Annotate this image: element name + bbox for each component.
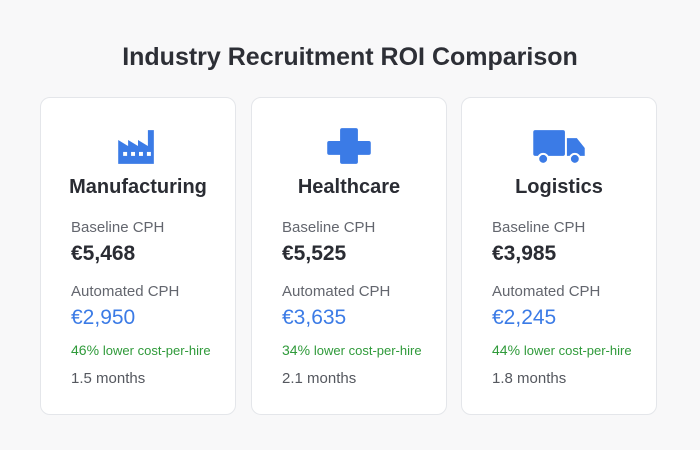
- baseline-label: Baseline CPH: [282, 219, 376, 236]
- baseline-value: €5,468: [71, 242, 136, 265]
- automated-value: €3,635: [282, 306, 347, 329]
- automated-label: Automated CPH: [282, 283, 391, 300]
- savings-percent: 44%: [492, 342, 521, 358]
- savings-text: lower cost-per-hire: [523, 343, 632, 358]
- automated-label: Automated CPH: [71, 283, 180, 300]
- savings: 44% lower cost-per-hire: [492, 342, 632, 358]
- payback: 1.5 months: [71, 370, 146, 387]
- baseline-label: Baseline CPH: [71, 219, 165, 236]
- industry-name: Logistics: [515, 176, 603, 198]
- savings: 34% lower cost-per-hire: [282, 342, 422, 358]
- industry-name: Healthcare: [297, 176, 401, 198]
- factory-icon: [118, 130, 154, 164]
- baseline-label: Baseline CPH: [492, 219, 586, 236]
- savings: 46% lower cost-per-hire: [71, 342, 211, 358]
- industry-card: Manufacturing Baseline CPH €5,468 Automa…: [40, 97, 236, 415]
- industry-name: Manufacturing: [69, 176, 207, 198]
- savings-percent: 46%: [71, 342, 100, 358]
- payback: 2.1 months: [282, 370, 357, 387]
- savings-text: lower cost-per-hire: [102, 343, 211, 358]
- truck-icon: [533, 130, 585, 165]
- industry-card: Logistics Baseline CPH €3,985 Automated …: [461, 97, 657, 415]
- medical-icon: [327, 128, 371, 164]
- baseline-value: €3,985: [492, 242, 557, 265]
- savings-percent: 34%: [282, 342, 311, 358]
- payback: 1.8 months: [492, 370, 567, 387]
- baseline-value: €5,525: [282, 242, 347, 265]
- automated-value: €2,950: [71, 306, 136, 329]
- page-title: Industry Recruitment ROI Comparison: [122, 43, 578, 71]
- automated-label: Automated CPH: [492, 283, 601, 300]
- industry-card: Healthcare Baseline CPH €5,525 Automated…: [251, 97, 447, 415]
- savings-text: lower cost-per-hire: [313, 343, 422, 358]
- automated-value: €2,245: [492, 306, 557, 329]
